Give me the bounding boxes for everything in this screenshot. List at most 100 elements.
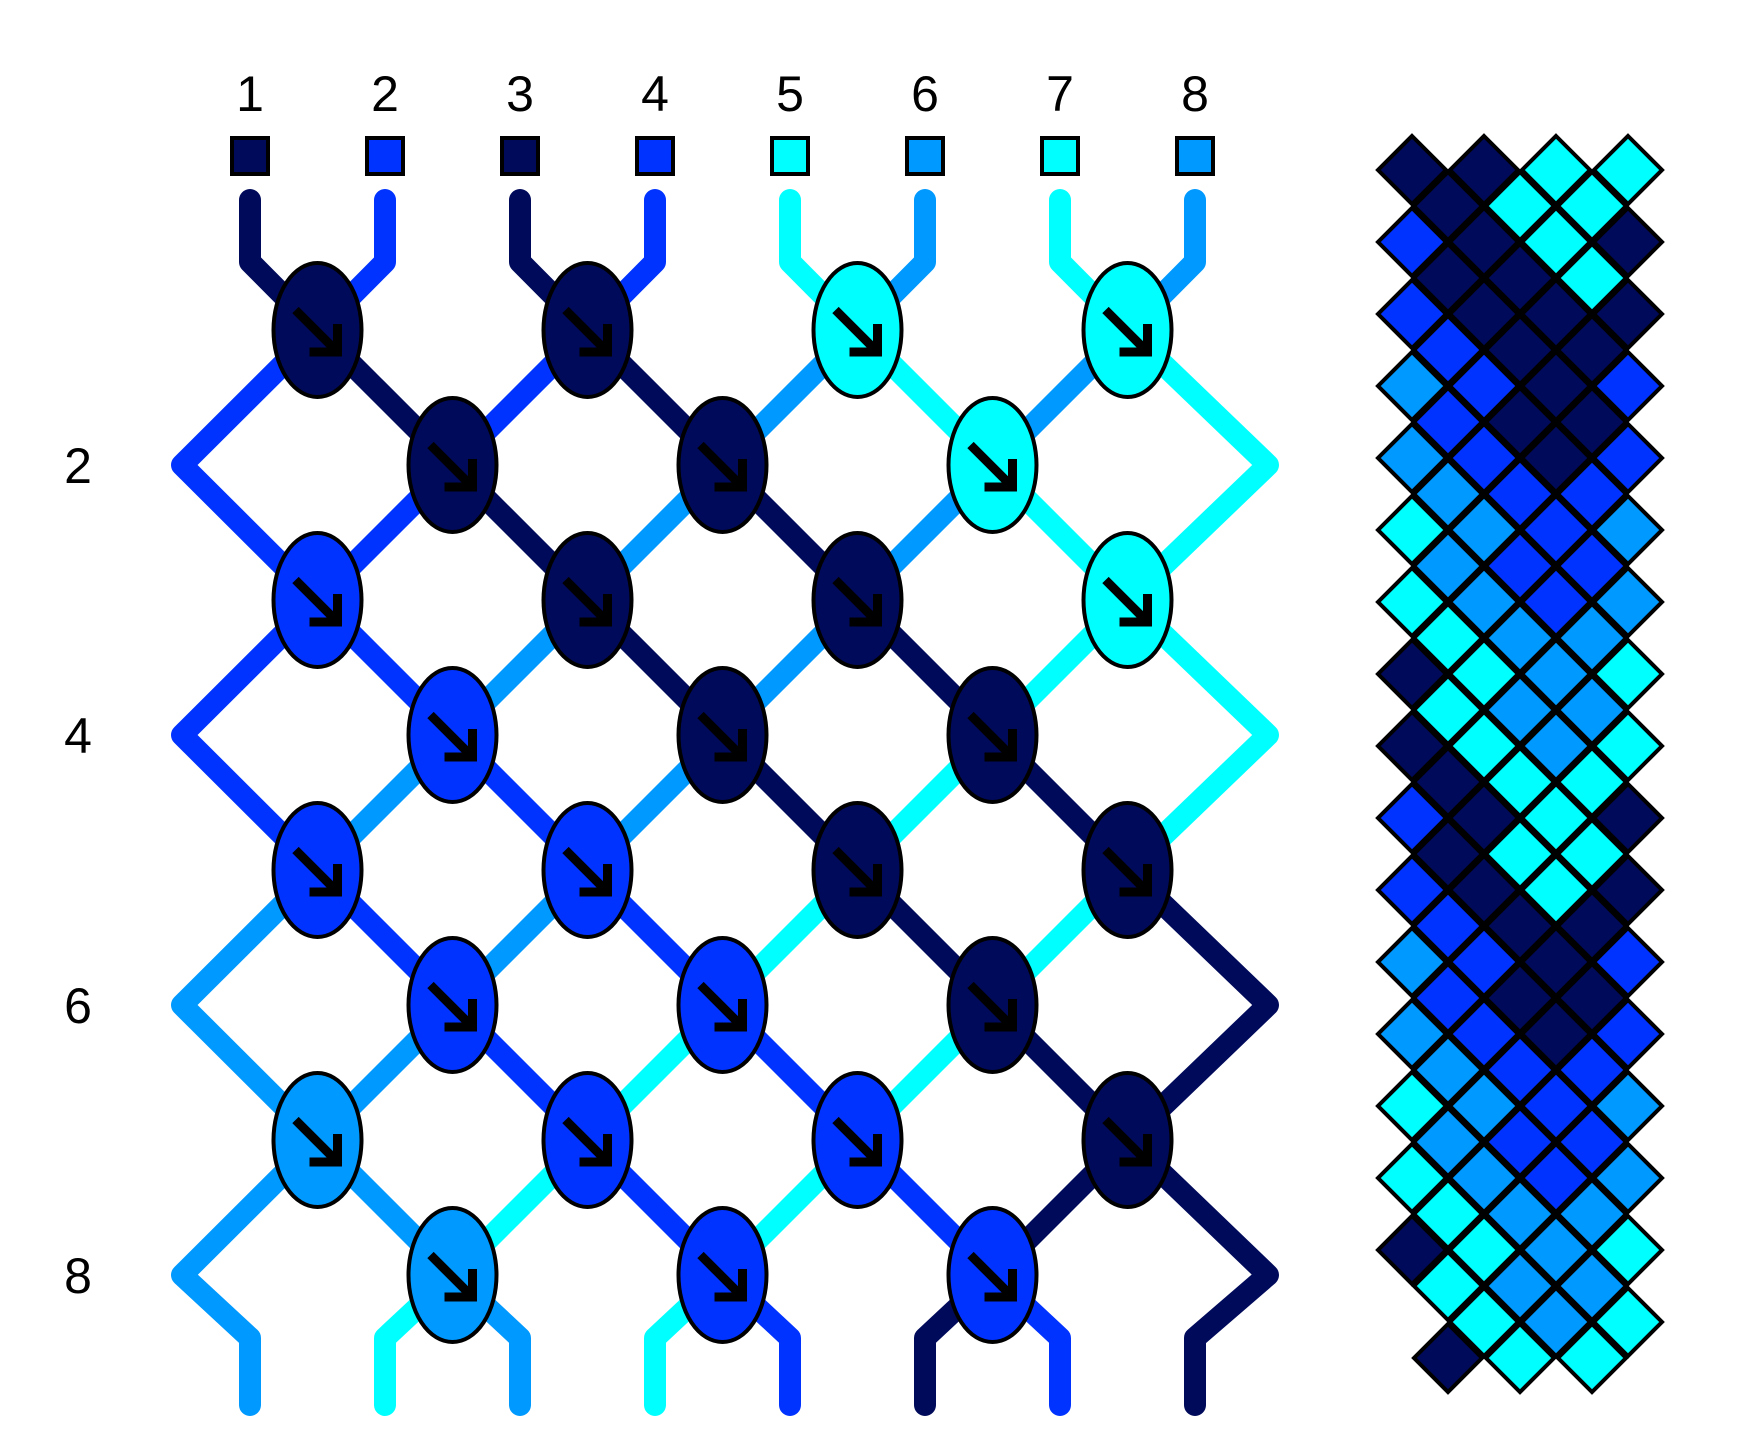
preview-knot — [1555, 385, 1629, 459]
preview-knot — [1519, 277, 1593, 351]
preview-knot — [1375, 493, 1449, 567]
preview-knot — [1519, 925, 1593, 999]
knot — [406, 1206, 499, 1344]
preview-knot — [1519, 1285, 1593, 1359]
preview-knot — [1591, 925, 1665, 999]
preview-knot — [1591, 133, 1665, 207]
preview-knot — [1519, 421, 1593, 495]
preview-knot — [1591, 781, 1665, 855]
string-color-swatch — [1040, 136, 1080, 176]
arrow-down-right-icon — [427, 441, 477, 492]
preview-knot — [1447, 133, 1521, 207]
string-number: 5 — [776, 66, 804, 122]
string-number: 2 — [371, 66, 399, 122]
preview-knot — [1375, 1069, 1449, 1143]
preview-knot — [1447, 781, 1521, 855]
preview-knot — [1447, 1213, 1521, 1287]
preview-knot — [1375, 421, 1449, 495]
knot — [541, 261, 634, 399]
string-color-swatch — [365, 136, 405, 176]
preview-knot — [1555, 673, 1629, 747]
preview-knot — [1555, 889, 1629, 963]
knot — [946, 666, 1039, 804]
preview-knot — [1447, 1285, 1521, 1359]
arrow-down-right-icon — [967, 981, 1017, 1032]
preview-knot — [1375, 853, 1449, 927]
preview-knot — [1555, 169, 1629, 243]
knot — [811, 531, 904, 669]
knot — [946, 1206, 1039, 1344]
string-color-swatch — [230, 136, 270, 176]
preview-knot — [1375, 1141, 1449, 1215]
preview-knot — [1483, 313, 1557, 387]
preview-knot — [1375, 565, 1449, 639]
arrow-down-right-icon — [292, 846, 342, 897]
string-number: 6 — [911, 66, 939, 122]
preview-knot — [1555, 1105, 1629, 1179]
string-number: 3 — [506, 66, 534, 122]
preview-knot — [1591, 1141, 1665, 1215]
preview-knot — [1483, 1177, 1557, 1251]
arrow-down-right-icon — [427, 711, 477, 762]
preview-knot — [1555, 529, 1629, 603]
string-number: 1 — [236, 66, 264, 122]
preview-knot — [1555, 313, 1629, 387]
preview-knot — [1591, 1213, 1665, 1287]
preview-knot — [1591, 853, 1665, 927]
preview-knot — [1519, 781, 1593, 855]
arrow-down-right-icon — [562, 1116, 612, 1167]
preview-knot — [1447, 421, 1521, 495]
preview-knot — [1555, 817, 1629, 891]
arrow-down-right-icon — [427, 1251, 477, 1302]
preview-knot — [1483, 529, 1557, 603]
arrow-down-right-icon — [832, 576, 882, 627]
preview-knot — [1411, 1105, 1485, 1179]
string-number: 4 — [641, 66, 669, 122]
knot — [946, 936, 1039, 1074]
preview-knot — [1483, 169, 1557, 243]
preview-knot — [1555, 241, 1629, 315]
preview-knot — [1411, 889, 1485, 963]
preview-knot — [1375, 709, 1449, 783]
arrow-down-right-icon — [967, 441, 1017, 492]
preview-knot — [1591, 493, 1665, 567]
preview-knot — [1483, 1321, 1557, 1395]
arrow-down-right-icon — [697, 711, 747, 762]
string-number: 8 — [1181, 66, 1209, 122]
arrow-down-right-icon — [1102, 306, 1152, 357]
preview-knot — [1483, 457, 1557, 531]
knot — [271, 261, 364, 399]
preview-knot — [1483, 889, 1557, 963]
knot — [271, 1071, 364, 1209]
preview-knot — [1591, 277, 1665, 351]
preview-knot — [1447, 565, 1521, 639]
preview-knot — [1591, 1069, 1665, 1143]
arrow-down-right-icon — [427, 981, 477, 1032]
arrow-down-right-icon — [292, 576, 342, 627]
preview-knot — [1519, 997, 1593, 1071]
knot — [406, 666, 499, 804]
string-number: 7 — [1046, 66, 1074, 122]
string-color-swatch — [635, 136, 675, 176]
row-labels: 2 4 6 8 — [64, 438, 92, 1304]
preview-knot — [1519, 853, 1593, 927]
knot — [676, 1206, 769, 1344]
preview-knot — [1411, 1177, 1485, 1251]
preview-knot — [1375, 997, 1449, 1071]
preview-knot — [1483, 817, 1557, 891]
preview-knot — [1483, 673, 1557, 747]
knot — [406, 396, 499, 534]
knot — [271, 531, 364, 669]
preview-knot — [1555, 1321, 1629, 1395]
preview-knot — [1447, 709, 1521, 783]
preview-knot — [1411, 1033, 1485, 1107]
preview-knot — [1591, 565, 1665, 639]
preview-knot — [1411, 601, 1485, 675]
preview-knot — [1375, 781, 1449, 855]
preview-knot — [1591, 1285, 1665, 1359]
knot — [1081, 1071, 1174, 1209]
preview-knot — [1483, 601, 1557, 675]
preview-knot — [1375, 133, 1449, 207]
preview-knot — [1375, 1213, 1449, 1287]
arrow-down-right-icon — [562, 306, 612, 357]
